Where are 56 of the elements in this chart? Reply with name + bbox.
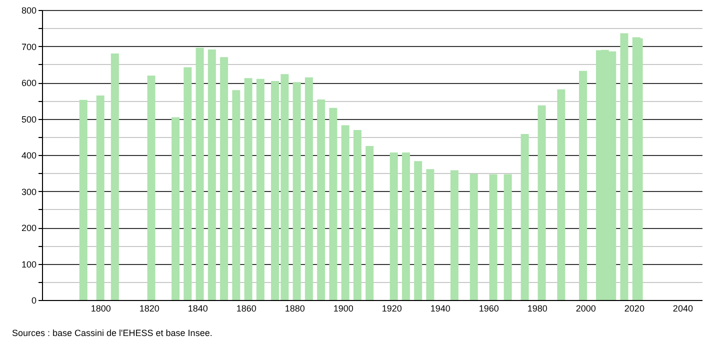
bar bbox=[147, 76, 156, 300]
x-tick-label: 1860 bbox=[236, 304, 256, 314]
bar bbox=[504, 174, 512, 300]
y-tick-label: 500 bbox=[21, 114, 36, 124]
bar bbox=[304, 77, 313, 300]
bar bbox=[632, 37, 640, 300]
bar bbox=[172, 117, 180, 300]
x-tick-label: 1840 bbox=[188, 304, 208, 314]
y-tick-label: 0 bbox=[31, 296, 36, 306]
source-note: Sources : base Cassini de l'EHESS et base Insee. bbox=[12, 328, 212, 338]
bar bbox=[414, 161, 422, 300]
bar bbox=[402, 152, 410, 300]
bar bbox=[341, 125, 350, 300]
x-tick-label: 2040 bbox=[672, 304, 693, 314]
y-tick-label: 600 bbox=[21, 78, 36, 88]
x-tick-label: 1920 bbox=[382, 304, 402, 314]
bar bbox=[450, 170, 458, 300]
bar bbox=[520, 134, 529, 300]
x-tick-label: 1880 bbox=[284, 304, 305, 314]
bar bbox=[79, 100, 88, 300]
y-tick-label: 300 bbox=[21, 186, 36, 197]
bar bbox=[489, 174, 498, 300]
bar bbox=[329, 108, 338, 300]
x-tick-label: 2000 bbox=[576, 304, 596, 314]
x-tick-label: 1820 bbox=[139, 304, 160, 314]
bar bbox=[110, 54, 119, 300]
y-tick-label: 100 bbox=[21, 259, 36, 270]
bar bbox=[390, 152, 398, 300]
bar bbox=[208, 50, 216, 300]
x-tick-label: 1800 bbox=[90, 304, 111, 314]
bar bbox=[538, 105, 546, 300]
bar bbox=[244, 78, 252, 300]
bar bbox=[620, 33, 628, 300]
bar bbox=[256, 78, 264, 300]
bar bbox=[579, 70, 588, 300]
bar bbox=[366, 146, 374, 300]
x-tick-label: 1940 bbox=[430, 304, 450, 314]
y-tick-label: 700 bbox=[21, 42, 36, 52]
x-tick-label: 2020 bbox=[624, 304, 644, 314]
bar bbox=[470, 174, 478, 300]
x-tick-label: 1960 bbox=[478, 304, 499, 314]
bar bbox=[232, 90, 240, 300]
x-tick-label: 1980 bbox=[527, 304, 548, 314]
x-tick-label: 1900 bbox=[333, 304, 354, 314]
y-tick-label: 200 bbox=[21, 223, 36, 233]
bar bbox=[557, 89, 566, 300]
bar bbox=[317, 100, 326, 300]
bar bbox=[196, 48, 204, 300]
y-tick-label: 800 bbox=[21, 6, 36, 16]
bar bbox=[426, 169, 434, 300]
bar bbox=[292, 82, 301, 300]
bar bbox=[220, 57, 228, 300]
y-tick-label: 400 bbox=[21, 150, 36, 160]
bar bbox=[96, 96, 104, 300]
bar bbox=[184, 67, 192, 300]
bar bbox=[353, 130, 362, 300]
